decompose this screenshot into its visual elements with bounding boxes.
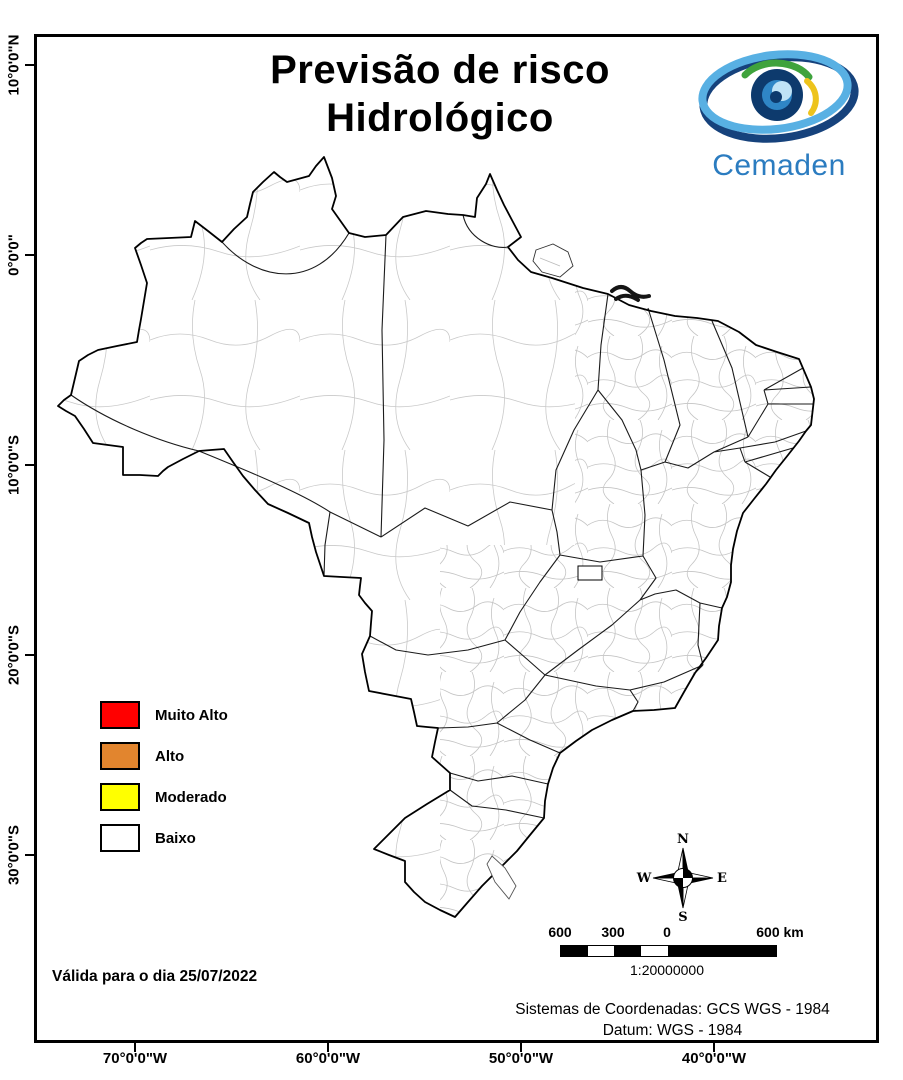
- latitude-tick: [25, 254, 34, 256]
- compass-letter-e: E: [717, 871, 727, 886]
- legend-label: Alto: [155, 747, 185, 765]
- latitude-label: 20°0'0"S: [5, 624, 23, 686]
- longitude-label: 70°0'0"W: [102, 1050, 168, 1067]
- state-boundaries: [70, 214, 813, 819]
- latitude-tick: [25, 64, 34, 66]
- compass-letter-w: W: [636, 871, 652, 886]
- eye-pupil-core: [770, 91, 782, 103]
- longitude-tick: [327, 1043, 329, 1052]
- scale-bar-graphic: [560, 945, 777, 957]
- legend-swatch-moderado: [100, 783, 140, 811]
- country-outline: [57, 156, 815, 918]
- legend-item: Baixo: [100, 824, 228, 852]
- cemaden-eye-icon: [698, 50, 859, 143]
- state-lines-north: [70, 214, 609, 577]
- eye-green-arc: [741, 59, 813, 81]
- compass-hub-quarter-ne: [683, 868, 693, 878]
- latitude-label: 10°0'0"S: [5, 434, 23, 496]
- patos-lagoon: [486, 855, 517, 900]
- latitude-tick: [25, 654, 34, 656]
- map-title: Previsão de risco Hidrológico: [160, 46, 720, 142]
- cemaden-logo: Cemaden: [688, 50, 870, 183]
- compass-hub-quarter-sw: [673, 878, 683, 888]
- longitude-tick: [713, 1043, 715, 1052]
- eye-yellow-arc: [804, 78, 819, 116]
- scale-bar-segment: [614, 946, 641, 956]
- scale-ratio: 1:20000000: [630, 962, 704, 978]
- state-lines-south: [437, 722, 561, 819]
- legend-swatch-alto: [100, 742, 140, 770]
- scale-tick-label: 600: [548, 924, 572, 940]
- scale-bar-segment: [668, 946, 776, 956]
- latitude-label: 10°0'0"N: [5, 34, 23, 96]
- scale-tick-label: 600 km: [756, 924, 804, 940]
- scale-bar: 600 300 0 600 km 1:20000000: [540, 924, 820, 984]
- legend-swatch-baixo: [100, 824, 140, 852]
- state-lines-northeast: [640, 307, 813, 478]
- map-title-line2: Hidrológico: [326, 96, 554, 140]
- validity-note: Válida para o dia 25/07/2022: [52, 968, 258, 985]
- legend-swatch-muito-alto: [100, 701, 140, 729]
- latitude-label: 0°0'0": [5, 234, 23, 276]
- latitude-tick: [25, 464, 34, 466]
- compass-rose-icon: N E S W: [636, 832, 727, 925]
- projection-info-line2: Datum: WGS - 1984: [602, 1022, 743, 1039]
- compass-letter-n: N: [677, 832, 689, 847]
- compass-rose: N E S W: [630, 830, 736, 926]
- scale-tick-label: 300: [601, 924, 625, 940]
- marajo-island: [532, 243, 574, 278]
- legend-item: Alto: [100, 742, 228, 770]
- federal-district-boundary: [577, 565, 603, 581]
- eye-inner-ring: [698, 50, 852, 134]
- longitude-tick: [134, 1043, 136, 1052]
- legend-label: Baixo: [155, 829, 196, 847]
- longitude-label: 50°0'0"W: [488, 1050, 554, 1067]
- marajo-inner-line: [539, 257, 561, 267]
- compass-letter-s: S: [678, 910, 687, 925]
- longitude-tick: [520, 1043, 522, 1052]
- scale-tick-label: 0: [663, 924, 671, 940]
- state-lines-central: [369, 389, 723, 676]
- longitude-label: 60°0'0"W: [295, 1050, 361, 1067]
- coastal-delta: [610, 285, 651, 302]
- map-title-line1: Previsão de risco: [270, 48, 610, 92]
- legend: Muito Alto Alto Moderado Baixo: [100, 701, 228, 865]
- scale-bar-segment: [561, 946, 588, 956]
- latitude-label: 30°0'0"S: [5, 824, 23, 886]
- legend-item: Moderado: [100, 783, 228, 811]
- legend-label: Moderado: [155, 788, 227, 806]
- projection-info-line1: Sistemas de Coordenadas: GCS WGS - 1984: [515, 1001, 830, 1018]
- legend-label: Muito Alto: [155, 706, 228, 724]
- longitude-label: 40°0'0"W: [681, 1050, 747, 1067]
- projection-info: Sistemas de Coordenadas: GCS WGS - 1984 …: [440, 999, 903, 1041]
- map-frame: [34, 34, 879, 1043]
- cemaden-wordmark: Cemaden: [712, 149, 846, 182]
- latitude-tick: [25, 854, 34, 856]
- legend-item: Muito Alto: [100, 701, 228, 729]
